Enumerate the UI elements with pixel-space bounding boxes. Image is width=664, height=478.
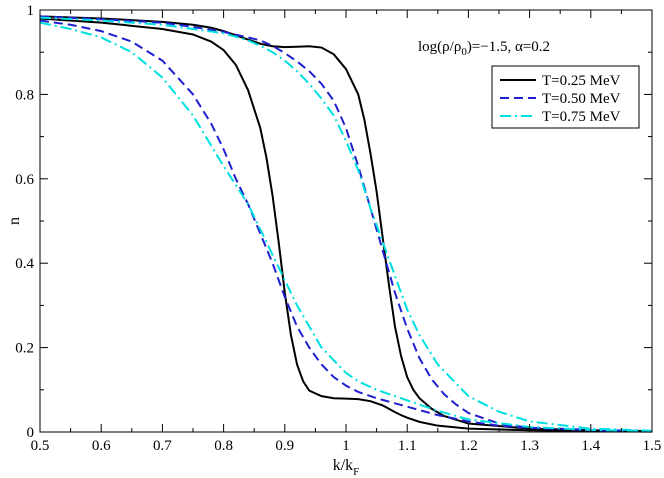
x-axis-label-sub: F [353,466,359,478]
x-tick-label-7: 1.2 [459,438,478,454]
x-axis-label: k/kF [333,457,360,478]
legend-label-0: T=0.25 MeV [542,73,621,89]
x-tick-label-4: 0.9 [275,438,294,454]
x-tick-label-9: 1.4 [581,438,600,454]
x-tick-label-5: 1 [342,438,350,454]
annotation-prefix: log(ρ/ρ [418,39,461,55]
plot-area [39,15,653,433]
series-2-line-0 [39,21,653,433]
annotation-suffix: )=−1.5, α=0.2 [467,39,550,55]
annotation-sub: 0 [461,46,467,58]
legend-label-1: T=0.50 MeV [542,91,621,107]
x-tick-label-0: 0.5 [31,438,50,454]
x-tick-label-6: 1.1 [398,438,417,454]
x-tick-label-3: 0.8 [214,438,233,454]
y-tick-label-1: 0.2 [15,341,34,357]
legend: T=0.25 MeV T=0.50 MeV T=0.75 MeV [491,65,640,129]
series-2-line-1 [39,16,653,432]
series-1-line-1 [39,15,653,433]
x-tick-label-1: 0.6 [92,438,111,454]
y-tick-label-3: 0.6 [15,172,34,188]
series-1-line-0 [39,19,653,433]
y-tick-label-2: 0.4 [15,256,34,272]
y-tick-label-4: 0.8 [15,87,34,103]
y-tick-label-5: 1 [27,3,35,19]
y-tick-label-0: 0 [27,425,35,441]
series-0-line-0 [39,17,653,433]
annotation: log(ρ/ρ0)=−1.5, α=0.2 [418,39,550,58]
x-tick-label-8: 1.3 [520,438,539,454]
axes: 0.5 0.6 0.7 0.8 0.9 1 1.1 1.2 1.3 1.4 1.5 0 0.2 0.4 0.… [6,3,661,478]
x-tick-label-10: 1.5 [643,438,662,454]
x-axis-label-main: k/k [333,457,353,474]
y-axis-label: n [6,217,23,225]
x-tick-label-2: 0.7 [153,438,172,454]
legend-label-2: T=0.75 MeV [542,109,621,125]
